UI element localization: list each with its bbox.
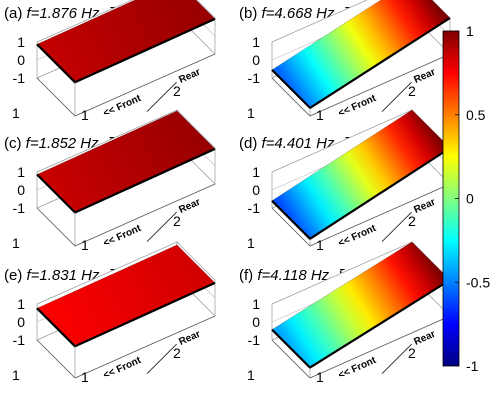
surface-edge <box>36 281 216 348</box>
x-tick-label: 1 <box>81 237 89 253</box>
z-tick-label: -1 <box>248 70 261 86</box>
colorbar-tick-label: -1 <box>466 358 479 374</box>
x-tick-label: 1 <box>316 237 324 253</box>
front-label: << Front <box>102 93 144 120</box>
front-rear-connector <box>381 211 412 242</box>
front-rear-connector <box>146 81 177 112</box>
colorbar: 1 0.5 0 -0.5 -1 <box>442 23 490 374</box>
rear-label: Rear <box>177 329 202 348</box>
z-tick-label: 1 <box>17 164 25 180</box>
z-tick-label: 1 <box>252 34 260 50</box>
rear-label: Rear <box>412 197 437 216</box>
x-tick-label: 1 <box>316 107 324 123</box>
z-tick-label: 0 <box>252 52 260 68</box>
z-tick-label: -1 <box>13 332 26 348</box>
x-tick-label: 1 <box>81 369 89 385</box>
frequency-text: f=4.668 Hz, <box>262 5 343 22</box>
x-tick-label: 1 <box>247 105 255 121</box>
frequency-text: f=1.852 Hz, <box>26 135 107 152</box>
x-tick-label: 1 <box>81 107 89 123</box>
colorbar-tick-label: 0.5 <box>466 107 486 123</box>
z-tick-label: 1 <box>17 34 25 50</box>
x-tick-label: 2 <box>408 83 416 99</box>
front-label: << Front <box>337 223 379 250</box>
colorbar-tick-label: -0.5 <box>466 274 490 290</box>
x-tick-label: 2 <box>173 83 181 99</box>
surface-edge <box>36 17 216 84</box>
frequency-text: f=4.401 Hz, <box>262 135 343 152</box>
z-tick-label: 1 <box>252 296 260 312</box>
z-tick-label: 1 <box>252 164 260 180</box>
x-tick-label: 1 <box>247 367 255 383</box>
rear-label: Rear <box>412 329 437 348</box>
z-tick-label: -1 <box>13 200 26 216</box>
frequency-text: f=4.118 Hz, <box>257 267 337 284</box>
x-tick-label: 1 <box>12 105 20 121</box>
panel-label: (c) <box>4 135 26 152</box>
z-tick-label: -1 <box>248 200 261 216</box>
z-tick-label: -1 <box>248 332 261 348</box>
z-tick-label: 0 <box>252 314 260 330</box>
x-tick-label: 2 <box>173 345 181 361</box>
front-rear-connector <box>381 81 412 112</box>
rear-label: Rear <box>177 67 202 86</box>
panel-label: (e) <box>4 267 27 284</box>
panel-label: (a) <box>4 5 27 22</box>
x-tick-label: 2 <box>408 345 416 361</box>
front-label: << Front <box>337 355 379 382</box>
front-label: << Front <box>102 355 144 382</box>
colorbar-tick-label: 0 <box>466 191 474 207</box>
rear-label: Rear <box>177 197 202 216</box>
surface-edge <box>36 147 216 214</box>
rear-label: Rear <box>412 67 437 86</box>
z-tick-label: 0 <box>17 182 25 198</box>
panel-label: (f) <box>239 267 257 284</box>
x-tick-label: 1 <box>247 235 255 251</box>
x-tick-label: 1 <box>12 367 20 383</box>
z-tick-label: -1 <box>13 70 26 86</box>
front-label: << Front <box>102 223 144 250</box>
x-tick-label: 2 <box>408 213 416 229</box>
panel-label: (b) <box>239 5 262 22</box>
x-tick-label: 1 <box>12 235 20 251</box>
x-tick-label: 2 <box>173 213 181 229</box>
front-label: << Front <box>337 93 379 120</box>
z-tick-label: 1 <box>17 296 25 312</box>
z-tick-label: 0 <box>252 182 260 198</box>
z-tick-label: 0 <box>17 314 25 330</box>
colorbar-tick-label: 1 <box>466 23 474 39</box>
front-rear-connector <box>146 211 177 242</box>
z-tick-label: 0 <box>17 52 25 68</box>
x-tick-label: 1 <box>316 369 324 385</box>
frequency-text: f=1.876 Hz, <box>27 5 108 22</box>
front-rear-connector <box>381 343 412 374</box>
frequency-text: f=1.831 Hz, <box>27 267 108 284</box>
panel-label: (d) <box>239 135 262 152</box>
front-rear-connector <box>146 343 177 374</box>
